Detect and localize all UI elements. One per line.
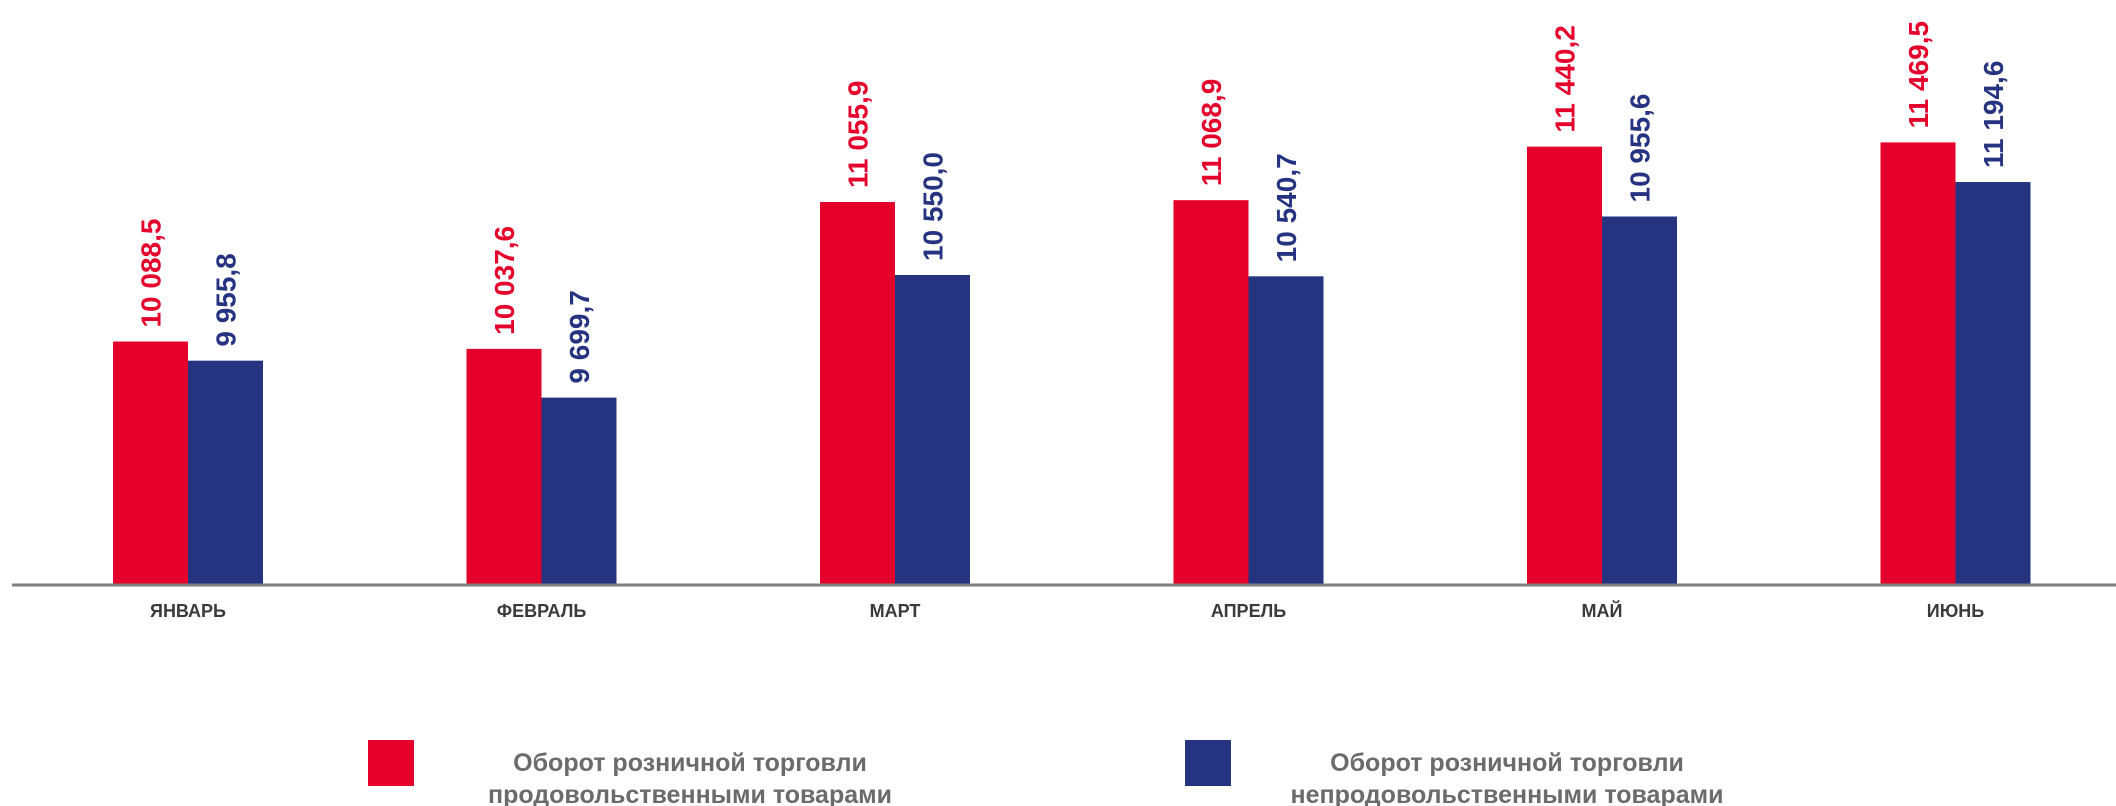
value-label-nonfood-3: 10 550,0 xyxy=(918,152,949,261)
value-labels-layer: 10 088,5 9 955,8 10 037,6 9 699,7 11 055,9 10… xyxy=(136,21,2010,384)
value-label-food-6: 11 469,5 xyxy=(1903,21,1934,128)
value-label-nonfood-4: 10 540,7 xyxy=(1271,153,1302,262)
value-label-food-4: 11 068,9 xyxy=(1196,79,1227,186)
legend-item-food: Оборот розничной торговли продовольственн… xyxy=(368,740,892,806)
value-label-nonfood-1: 9 955,8 xyxy=(211,253,242,346)
bar-nonfood-3 xyxy=(895,274,970,585)
bar-food-2 xyxy=(466,348,542,585)
value-label-food-1: 10 088,5 xyxy=(136,219,167,328)
legend-label-line-1: Оборот розничной торговли xyxy=(513,749,867,777)
category-label: ИЮНЬ xyxy=(1927,601,1984,621)
value-label-food-3: 11 055,9 xyxy=(843,81,874,188)
legend-item-nonfood: Оборот розничной торговли непродовольстве… xyxy=(1185,740,1724,806)
category-label: МАРТ xyxy=(870,601,921,621)
category-label: МАЙ xyxy=(1582,600,1623,621)
value-label-food-2: 10 037,6 xyxy=(489,226,520,335)
bar-food-5 xyxy=(1527,146,1602,585)
bar-food-4 xyxy=(1173,200,1249,585)
category-label: АПРЕЛЬ xyxy=(1211,601,1286,621)
value-label-nonfood-5: 10 955,6 xyxy=(1625,93,1656,202)
category-label: ЯНВАРЬ xyxy=(150,601,226,621)
legend-label-line-1: Оборот розничной торговли xyxy=(1330,749,1684,777)
bar-nonfood-1 xyxy=(188,360,263,585)
value-label-nonfood-2: 9 699,7 xyxy=(564,290,595,383)
bar-nonfood-4 xyxy=(1248,276,1324,585)
value-label-nonfood-6: 11 194,6 xyxy=(1978,61,2009,168)
bar-nonfood-6 xyxy=(1955,182,2031,585)
bar-nonfood-2 xyxy=(541,397,617,585)
legend-label-line-2: продовольственными товарами xyxy=(488,781,892,806)
value-label-food-5: 11 440,2 xyxy=(1550,25,1581,132)
legend-label-line-2: непродовольственными товарами xyxy=(1290,781,1723,806)
category-labels-layer: ЯНВАРЬ ФЕВРАЛЬ МАРТ АПРЕЛЬ МАЙ ИЮНЬ xyxy=(150,600,1984,621)
bar-food-1 xyxy=(113,341,188,585)
legend-swatch xyxy=(368,740,414,786)
legend-swatch xyxy=(1185,740,1231,786)
category-label: ФЕВРАЛЬ xyxy=(497,601,587,621)
legend: Оборот розничной торговли продовольственн… xyxy=(368,740,1724,806)
bar-food-6 xyxy=(1880,142,1956,586)
bar-food-3 xyxy=(820,202,895,585)
bars-layer xyxy=(113,142,2031,586)
bar-nonfood-5 xyxy=(1602,216,1677,585)
